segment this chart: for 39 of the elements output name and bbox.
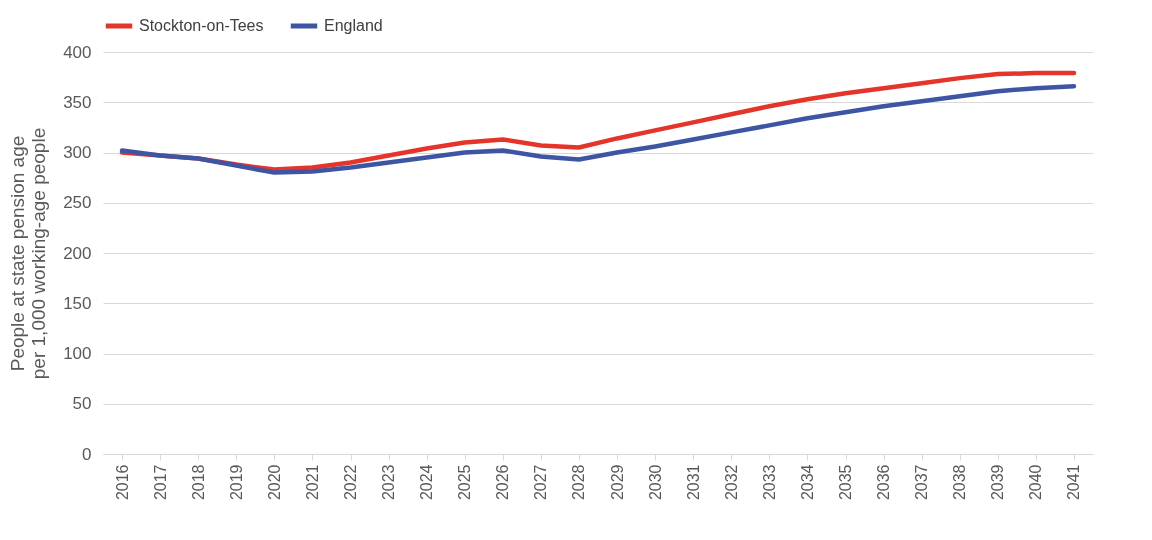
x-tick-label: 2023	[380, 464, 398, 501]
x-tick-label: 2040	[1027, 464, 1045, 501]
y-tick-label: 0	[82, 444, 92, 464]
x-tick-label: 2017	[151, 464, 169, 501]
y-tick-label: 150	[63, 293, 92, 313]
x-tick-label: 2019	[227, 464, 245, 501]
y-tick-label: 100	[63, 344, 92, 363]
x-tick-label: 2041	[1065, 464, 1083, 501]
legend-label: England	[324, 17, 383, 34]
x-tick-label: 2025	[456, 464, 474, 501]
x-tick-label: 2037	[913, 464, 931, 501]
legend-label: Stockton-on-Tees	[139, 17, 264, 34]
x-tick-label: 2028	[570, 464, 588, 501]
y-tick-label: 400	[63, 42, 92, 62]
line-series	[119, 83, 1077, 175]
x-tick-label: 2032	[722, 464, 740, 501]
y-tick-label: 250	[63, 193, 92, 213]
x-tick-label: 2036	[875, 464, 893, 501]
x-tick-label: 2031	[684, 464, 702, 501]
y-tick-label: 300	[63, 143, 92, 162]
x-tick-label: 2018	[189, 464, 207, 501]
x-tick-label: 2039	[989, 464, 1007, 501]
x-tick-label: 2033	[760, 464, 778, 501]
x-tick-label: 2016	[113, 464, 131, 501]
y-tick-label: 50	[72, 394, 92, 414]
y-tick-label: 350	[63, 92, 92, 112]
x-tick-label: 2022	[342, 464, 359, 501]
x-tick-label: 2034	[798, 464, 816, 501]
x-tick-label: 2027	[532, 464, 550, 501]
y-tick-label: 200	[63, 243, 92, 263]
x-tick-label: 2029	[608, 464, 626, 501]
x-tick-label: 2030	[646, 464, 664, 501]
x-tick-label: 2035	[837, 464, 854, 501]
x-tick-label: 2038	[951, 464, 969, 501]
x-tick-label: 2026	[494, 464, 512, 501]
x-tick-label: 2021	[303, 464, 321, 501]
x-tick-label: 2024	[418, 464, 436, 501]
y-axis-title: People at state pension age per 1,000 working-age people	[7, 127, 50, 380]
x-tick-label: 2020	[265, 464, 283, 501]
